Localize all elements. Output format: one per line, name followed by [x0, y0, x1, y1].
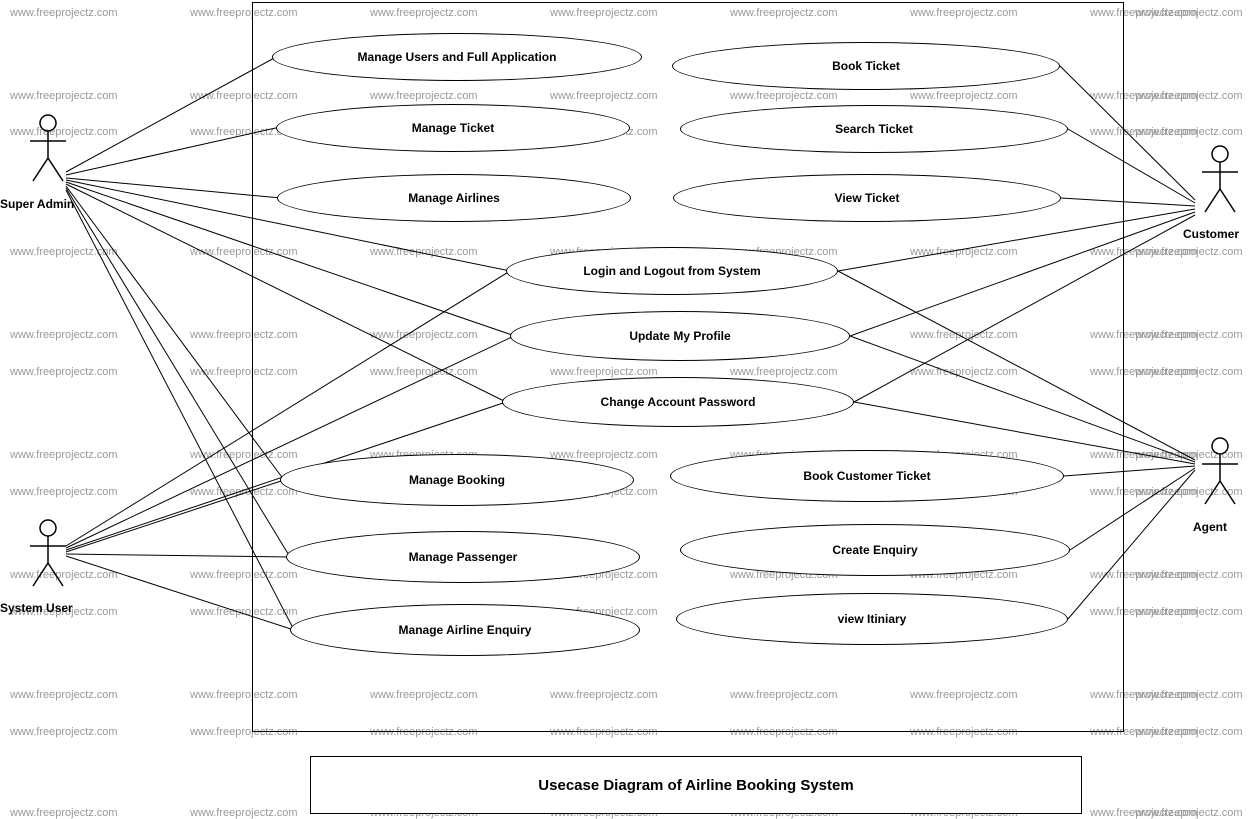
uc-view-itiniary: view Itiniary	[676, 593, 1068, 645]
watermark-text: www.freeprojectz.com	[10, 366, 118, 378]
watermark-text: www.freeprojectz.com	[10, 246, 118, 258]
connector-line	[66, 57, 276, 172]
watermark-text: www.freeprojectz.com	[10, 689, 118, 701]
uc-view-ticket: View Ticket	[673, 174, 1061, 222]
actor-system-user-label: System User	[0, 601, 73, 615]
watermark-text: www.freeprojectz.com	[10, 7, 118, 19]
uc-manage-airlines: Manage Airlines	[277, 174, 631, 222]
uc-change-password: Change Account Password	[502, 377, 854, 427]
watermark-text: www.freeprojectz.com	[10, 486, 118, 498]
watermark-text: www.freeprojectz.com	[1135, 246, 1243, 258]
actor-icon	[28, 518, 68, 588]
connector-line	[66, 127, 280, 175]
watermark-text: www.freeprojectz.com	[10, 726, 118, 738]
watermark-text: www.freeprojectz.com	[190, 807, 298, 819]
actor-customer-label: Customer	[1183, 227, 1239, 241]
diagram-title-text: Usecase Diagram of Airline Booking Syste…	[538, 777, 853, 794]
watermark-text: www.freeprojectz.com	[1135, 366, 1243, 378]
watermark-text: www.freeprojectz.com	[10, 807, 118, 819]
actor-icon	[1200, 144, 1240, 214]
connector-line	[66, 178, 281, 198]
uc-manage-booking: Manage Booking	[280, 454, 634, 506]
uc-book-ticket: Book Ticket	[672, 42, 1060, 90]
watermark-text: www.freeprojectz.com	[1135, 689, 1243, 701]
watermark-text: www.freeprojectz.com	[10, 329, 118, 341]
watermark-text: www.freeprojectz.com	[1135, 126, 1243, 138]
uc-update-profile: Update My Profile	[510, 311, 850, 361]
watermark-text: www.freeprojectz.com	[1090, 807, 1198, 819]
watermark-text: www.freeprojectz.com	[10, 449, 118, 461]
uc-manage-ticket: Manage Ticket	[276, 104, 630, 152]
watermark-text: www.freeprojectz.com	[1135, 90, 1243, 102]
diagram-title: Usecase Diagram of Airline Booking Syste…	[310, 756, 1082, 814]
uc-manage-users: Manage Users and Full Application	[272, 33, 642, 81]
watermark-text: www.freeprojectz.com	[1135, 606, 1243, 618]
actor-agent-label: Agent	[1193, 520, 1227, 534]
watermark-text: www.freeprojectz.com	[1135, 329, 1243, 341]
actor-icon	[28, 113, 68, 183]
actor-icon	[1200, 436, 1240, 506]
uc-manage-enquiry: Manage Airline Enquiry	[290, 604, 640, 656]
uc-search-ticket: Search Ticket	[680, 105, 1068, 153]
watermark-text: www.freeprojectz.com	[1135, 7, 1243, 19]
watermark-text: www.freeprojectz.com	[1135, 726, 1243, 738]
watermark-text: www.freeprojectz.com	[10, 90, 118, 102]
uc-manage-passenger: Manage Passenger	[286, 531, 640, 583]
watermark-text: www.freeprojectz.com	[1135, 569, 1243, 581]
uc-login: Login and Logout from System	[506, 247, 838, 295]
uc-book-customer: Book Customer Ticket	[670, 450, 1064, 502]
actor-super-admin-label: Super Admin	[0, 197, 74, 211]
watermark-text: www.freeprojectz.com	[1135, 807, 1243, 819]
uc-create-enquiry: Create Enquiry	[680, 524, 1070, 576]
